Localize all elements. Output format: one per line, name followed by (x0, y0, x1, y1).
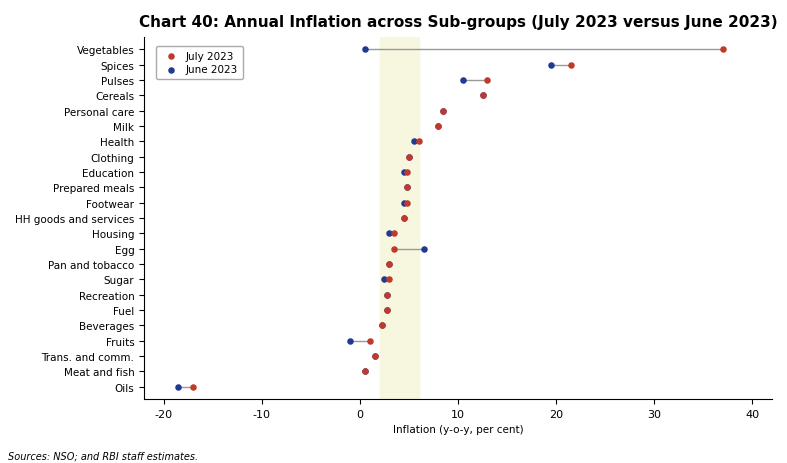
Text: Sources: NSO; and RBI staff estimates.: Sources: NSO; and RBI staff estimates. (8, 450, 198, 461)
July 2023 (187, 383, 199, 390)
July 2023 (388, 230, 401, 238)
Bar (379, 38, 419, 399)
June 2023 (359, 47, 371, 54)
June 2023 (432, 123, 445, 131)
July 2023 (388, 245, 401, 253)
July 2023 (481, 77, 493, 85)
Title: Chart 40: Annual Inflation across Sub-groups (July 2023 versus June 2023): Chart 40: Annual Inflation across Sub-gr… (139, 15, 778, 30)
June 2023 (368, 352, 381, 360)
July 2023 (412, 138, 425, 146)
July 2023 (359, 368, 371, 375)
June 2023 (383, 230, 396, 238)
June 2023 (397, 215, 410, 222)
June 2023 (397, 169, 410, 176)
July 2023 (432, 123, 445, 131)
July 2023 (717, 47, 730, 54)
July 2023 (476, 93, 489, 100)
July 2023 (381, 307, 394, 314)
July 2023 (437, 108, 449, 115)
June 2023 (397, 200, 410, 207)
Legend: July 2023, June 2023: July 2023, June 2023 (156, 47, 243, 80)
June 2023 (359, 368, 371, 375)
July 2023 (401, 169, 413, 176)
June 2023 (379, 276, 391, 283)
X-axis label: Inflation (y-o-y, per cent): Inflation (y-o-y, per cent) (393, 424, 523, 434)
July 2023 (383, 261, 396, 268)
June 2023 (408, 138, 420, 146)
June 2023 (476, 93, 489, 100)
July 2023 (368, 352, 381, 360)
June 2023 (437, 108, 449, 115)
July 2023 (381, 291, 394, 299)
July 2023 (401, 200, 413, 207)
July 2023 (383, 276, 396, 283)
June 2023 (172, 383, 185, 390)
June 2023 (381, 307, 394, 314)
June 2023 (456, 77, 469, 85)
July 2023 (403, 154, 416, 161)
July 2023 (397, 215, 410, 222)
June 2023 (344, 337, 357, 344)
June 2023 (403, 154, 416, 161)
July 2023 (401, 184, 413, 192)
June 2023 (401, 184, 413, 192)
June 2023 (545, 62, 557, 69)
July 2023 (564, 62, 577, 69)
June 2023 (417, 245, 430, 253)
July 2023 (364, 337, 376, 344)
July 2023 (375, 322, 388, 329)
June 2023 (383, 261, 396, 268)
June 2023 (381, 291, 394, 299)
June 2023 (375, 322, 388, 329)
